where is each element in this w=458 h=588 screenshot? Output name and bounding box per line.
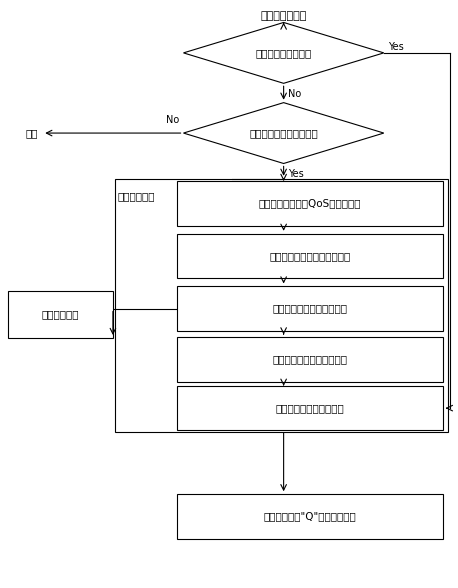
Text: 丢弃: 丢弃 — [25, 128, 38, 138]
Text: Yes: Yes — [388, 42, 404, 52]
FancyBboxPatch shape — [177, 494, 443, 539]
Text: 结合参数映射表分配网络资源: 结合参数映射表分配网络资源 — [269, 251, 350, 261]
FancyBboxPatch shape — [177, 233, 443, 278]
Text: 应用完成，对"Q"业务资源回收: 应用完成，对"Q"业务资源回收 — [263, 512, 356, 522]
Text: No: No — [288, 89, 301, 99]
Text: 计算模块计算满足QoS需求的路径: 计算模块计算满足QoS需求的路径 — [259, 198, 361, 208]
Text: No: No — [166, 115, 179, 125]
FancyBboxPatch shape — [177, 338, 443, 382]
FancyBboxPatch shape — [8, 291, 113, 338]
Text: 执行模块下发流表给交换机: 执行模块下发流表给交换机 — [273, 355, 347, 365]
Text: 状态更新模块进行状态更新: 状态更新模块进行状态更新 — [273, 303, 347, 313]
Polygon shape — [184, 103, 384, 163]
Text: 应用到达交换机: 应用到达交换机 — [261, 11, 307, 21]
FancyBboxPatch shape — [177, 386, 443, 430]
Text: 控制器允件应用进入网络: 控制器允件应用进入网络 — [249, 128, 318, 138]
Text: 网络出现拥塞: 网络出现拥塞 — [117, 191, 155, 201]
Polygon shape — [184, 22, 384, 83]
Text: 交换机根据流表执行转发: 交换机根据流表执行转发 — [275, 403, 344, 413]
FancyBboxPatch shape — [177, 286, 443, 331]
Text: Yes: Yes — [288, 169, 304, 179]
Text: 拥塞管理模块: 拥塞管理模块 — [42, 309, 79, 319]
Text: 在流表中找到匹配项: 在流表中找到匹配项 — [256, 48, 312, 58]
FancyBboxPatch shape — [177, 181, 443, 226]
